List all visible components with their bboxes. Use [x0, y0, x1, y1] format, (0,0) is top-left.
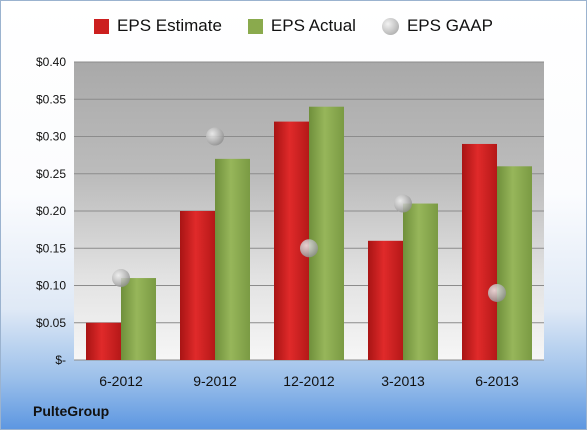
- legend-item-actual: EPS Actual: [247, 16, 356, 36]
- x-tick-label: 9-2012: [193, 373, 237, 389]
- legend-label-actual: EPS Actual: [270, 16, 356, 35]
- legend: EPS Estimate EPS Actual EPS GAAP: [0, 16, 587, 36]
- bar-eps-actual: [215, 158, 250, 360]
- y-tick-label: $0.15: [36, 241, 66, 255]
- x-tick-label: 6-2013: [475, 373, 519, 389]
- bar-eps-estimate: [462, 143, 497, 360]
- x-tick-label: 12-2012: [283, 373, 335, 389]
- y-tick-label: $-: [55, 353, 66, 367]
- marker-eps-gaap: [394, 194, 412, 213]
- y-tick-label: $0.40: [36, 55, 66, 69]
- bar-eps-actual: [403, 203, 438, 360]
- gaap-markers: [112, 127, 506, 302]
- y-tick-label: $0.20: [36, 204, 66, 218]
- y-axis-ticks: $- $0.05 $0.10 $0.15 $0.20 $0.25 $0.30 $0.35 $0.…: [36, 55, 66, 367]
- bar-eps-actual: [497, 166, 532, 360]
- x-tick-label: 6-2012: [99, 373, 143, 389]
- y-tick-label: $0.05: [36, 316, 66, 330]
- bar-eps-estimate: [86, 322, 121, 360]
- x-axis-ticks: 6-2012 9-2012 12-2012 3-2013 6-2013: [99, 373, 519, 389]
- x-tick-label: 3-2013: [381, 373, 425, 389]
- bar-eps-estimate: [368, 240, 403, 360]
- legend-swatch-actual: [247, 18, 263, 34]
- marker-eps-gaap: [206, 127, 224, 146]
- legend-label-gaap: EPS GAAP: [406, 16, 493, 35]
- company-label: PulteGroup: [33, 403, 110, 419]
- legend-item-estimate: EPS Estimate: [94, 16, 222, 36]
- y-tick-label: $0.30: [36, 130, 66, 144]
- y-tick-label: $0.35: [36, 92, 66, 106]
- legend-swatch-estimate: [94, 18, 110, 34]
- legend-item-gaap: EPS GAAP: [381, 16, 493, 36]
- bar-eps-estimate: [274, 121, 309, 360]
- marker-eps-gaap: [300, 239, 318, 258]
- marker-eps-gaap: [488, 283, 506, 302]
- bar-eps-actual: [309, 106, 344, 360]
- bars: [86, 106, 532, 360]
- legend-swatch-gaap: [381, 17, 399, 35]
- bar-eps-estimate: [180, 211, 215, 360]
- marker-eps-gaap: [112, 269, 130, 288]
- y-tick-label: $0.10: [36, 279, 66, 293]
- y-tick-label: $0.25: [36, 167, 66, 181]
- bar-eps-actual: [121, 278, 156, 360]
- legend-label-estimate: EPS Estimate: [117, 16, 222, 35]
